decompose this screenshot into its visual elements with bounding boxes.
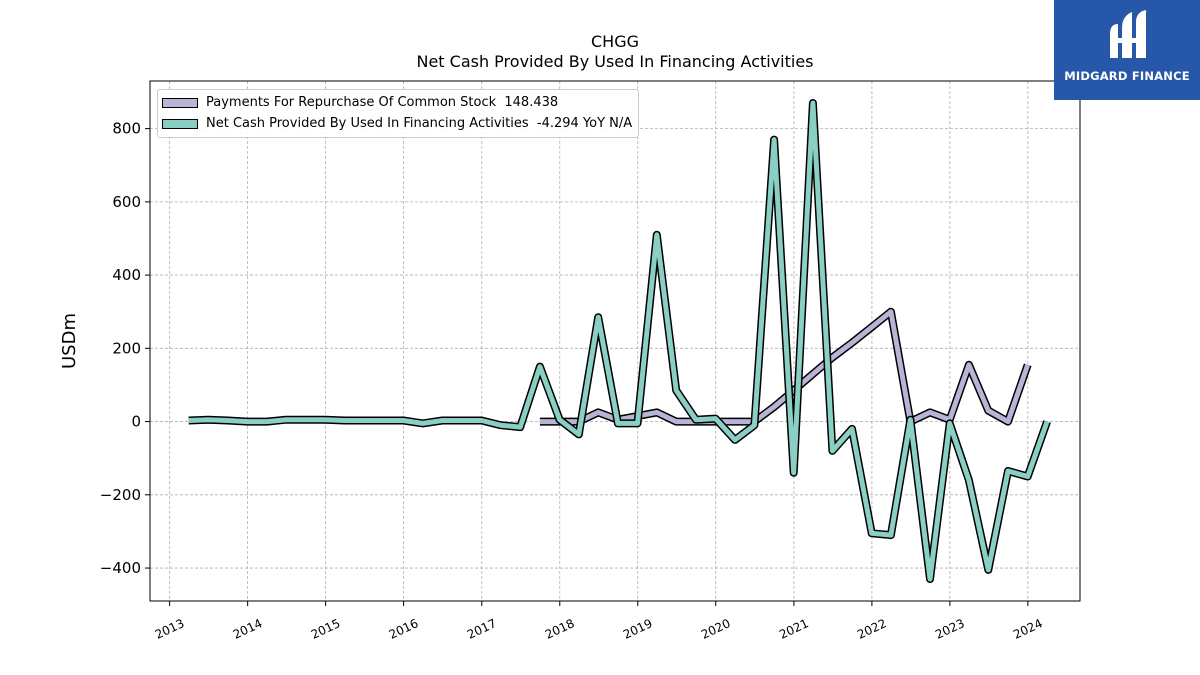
y-tick-label: −400	[100, 559, 141, 577]
series-layer	[188, 99, 1051, 583]
chart-title: CHGG	[591, 32, 639, 51]
x-axis: 2013 2014 2015 2016 2017 2018 2019 2020 2021 2022…	[153, 601, 1045, 642]
y-axis: 800 600 400 200 0 −200 −400	[100, 120, 150, 577]
x-tick-label: 2017	[465, 616, 499, 642]
x-tick-label: 2015	[309, 616, 343, 642]
y-tick-label: 0	[131, 413, 141, 431]
logo-mark-icon	[1110, 10, 1146, 58]
brand-logo: MIDGARD FINANCE	[1054, 0, 1200, 100]
legend-swatch-repurchase	[162, 97, 198, 108]
y-tick-label: 800	[112, 120, 141, 138]
legend-label-repurchase: Payments For Repurchase Of Common Stock	[206, 95, 497, 110]
x-tick-label: 2016	[387, 616, 421, 642]
y-tick-label: 600	[112, 193, 141, 211]
y-tick-label: 200	[112, 339, 141, 357]
y-tick-label: 400	[112, 266, 141, 284]
x-tick-label: 2013	[153, 616, 187, 642]
plot-frame	[149, 80, 1081, 602]
legend-swatch-financing	[162, 118, 198, 129]
x-tick-label: 2018	[543, 616, 577, 642]
x-tick-label: 2019	[621, 616, 655, 642]
x-tick-label: 2022	[855, 616, 889, 642]
y-axis-label: USDm	[59, 313, 80, 369]
series-line-financing	[188, 100, 1050, 582]
legend: Payments For Repurchase Of Common Stock …	[157, 89, 640, 138]
x-tick-label: 2024	[1011, 616, 1045, 642]
logo-text: MIDGARD FINANCE	[1064, 69, 1190, 83]
legend-item-repurchase: Payments For Repurchase Of Common Stock …	[162, 92, 632, 113]
legend-value-repurchase: 148.438	[504, 95, 559, 110]
legend-value-financing: -4.294 YoY N/A	[536, 116, 633, 131]
y-tick-label: −200	[100, 486, 141, 504]
legend-item-financing: Net Cash Provided By Used In Financing A…	[162, 113, 632, 134]
x-tick-label: 2021	[777, 616, 811, 642]
chart-subtitle: Net Cash Provided By Used In Financing A…	[416, 52, 814, 71]
x-tick-label: 2020	[699, 616, 733, 642]
legend-label-financing: Net Cash Provided By Used In Financing A…	[206, 116, 529, 131]
x-tick-label: 2014	[231, 616, 265, 642]
x-tick-label: 2023	[933, 616, 967, 642]
series-outline-financing	[188, 99, 1051, 583]
